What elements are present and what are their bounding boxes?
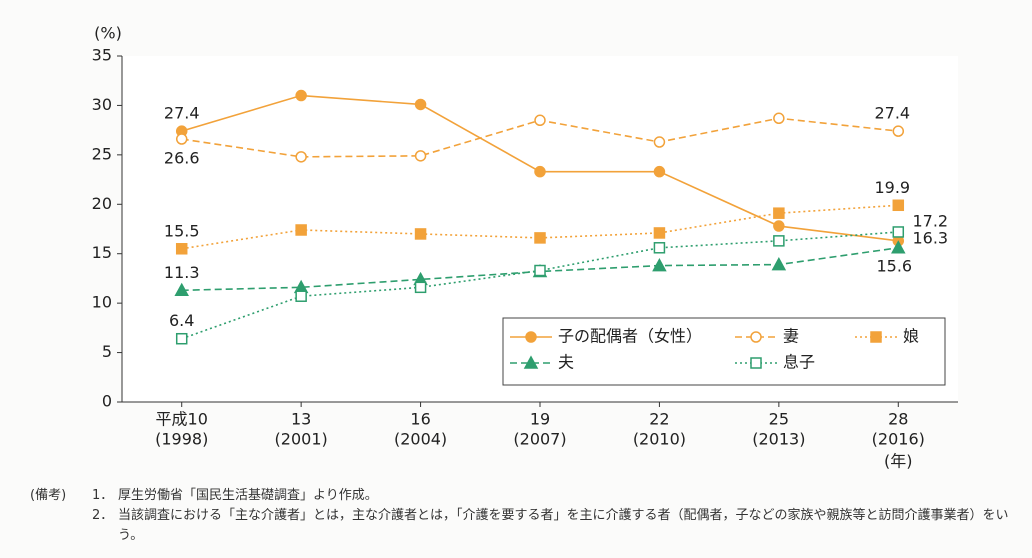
marker (773, 207, 785, 219)
value-label: 17.2 (912, 211, 948, 230)
value-label: 6.4 (169, 311, 194, 330)
y-tick-label: 5 (102, 342, 112, 361)
x-tick-year: (1998) (155, 430, 208, 449)
x-tick-year: (2010) (633, 430, 686, 449)
x-tick-label: 16 (410, 410, 430, 429)
value-label: 19.9 (874, 178, 910, 197)
marker (771, 257, 787, 271)
x-tick-label: 13 (291, 410, 311, 429)
marker (414, 150, 427, 162)
value-label: 27.4 (874, 104, 910, 123)
marker (174, 282, 189, 297)
note-row: (備考) 1． 厚生労働省「国民生活基礎調査」より作成。 (30, 486, 1020, 506)
note-number: 1． (92, 488, 114, 503)
marker (414, 281, 427, 294)
marker (892, 199, 905, 212)
marker (175, 332, 188, 345)
marker (523, 355, 539, 369)
legend-label: 子の配偶者（女性） (558, 327, 702, 346)
x-tick-year: (2013) (752, 430, 805, 449)
marker (892, 125, 905, 137)
value-label: 11.3 (164, 263, 200, 282)
value-label: 27.4 (164, 104, 200, 123)
marker (773, 112, 785, 125)
x-tick-year: (2001) (275, 430, 328, 449)
value-label: 16.3 (912, 228, 948, 247)
note-row: 2． 当該調査における「主な介護者」とは，主な介護者とは，「介護を要する者」を主に… (30, 506, 1020, 546)
x-tick-label: 28 (888, 410, 908, 429)
marker (175, 243, 188, 255)
legend-label: 娘 (903, 327, 919, 346)
value-label: 15.6 (876, 256, 912, 275)
marker (892, 226, 905, 238)
marker (414, 98, 427, 111)
marker (295, 224, 307, 236)
legend-label: 妻 (783, 327, 799, 346)
marker (653, 227, 666, 239)
note-number: 2． (92, 508, 114, 523)
marker (653, 136, 666, 148)
x-unit: (年) (884, 452, 913, 471)
y-tick-label: 10 (92, 293, 112, 312)
marker (534, 114, 546, 127)
y-tick-label: 0 (102, 392, 112, 411)
legend-label: 息子 (783, 353, 815, 372)
notes-label (30, 506, 92, 546)
marker (653, 165, 666, 178)
marker (534, 165, 546, 178)
marker (534, 232, 546, 244)
marker (534, 264, 546, 277)
y-tick-label: 30 (92, 95, 112, 114)
marker (750, 331, 762, 343)
notes-label: (備考) (30, 488, 67, 503)
legend-label: 夫 (558, 353, 574, 372)
chart: (%) 05101520253035平成10(1998)13(2001)16(2… (92, 24, 958, 471)
value-label: 15.5 (164, 221, 200, 240)
x-tick-label: 22 (649, 410, 669, 429)
notes: (備考) 1． 厚生労働省「国民生活基礎調査」より作成。 2． 当該調査における「主な介… (30, 486, 1020, 546)
marker (773, 235, 785, 247)
marker (750, 357, 762, 369)
y-tick-label: 20 (92, 194, 112, 213)
marker (653, 242, 666, 254)
x-tick-year: (2004) (394, 430, 447, 449)
marker (525, 331, 537, 343)
x-tick-year: (2007) (513, 430, 566, 449)
y-tick-label: 35 (92, 46, 112, 65)
y-tick-label: 15 (92, 243, 112, 262)
marker (773, 220, 785, 232)
marker (414, 228, 427, 240)
x-tick-label: 19 (530, 410, 550, 429)
y-tick-label: 25 (92, 144, 112, 163)
marker (295, 290, 307, 302)
marker (175, 133, 188, 145)
x-tick-year: (2016) (872, 430, 925, 449)
marker (652, 258, 667, 272)
marker (295, 89, 307, 102)
marker (870, 331, 882, 343)
x-tick-label: 25 (769, 410, 789, 429)
marker (891, 240, 906, 254)
marker (295, 151, 307, 163)
y-unit: (%) (94, 24, 122, 43)
note-text: 厚生労働省「国民生活基礎調査」より作成。 (118, 488, 378, 503)
x-tick-label: 平成10 (156, 410, 208, 429)
note-text: 当該調査における「主な介護者」とは，主な介護者とは，「介護を要する者」を主に介護… (118, 508, 1009, 543)
value-label: 26.6 (164, 149, 200, 168)
legend-box (502, 317, 946, 386)
